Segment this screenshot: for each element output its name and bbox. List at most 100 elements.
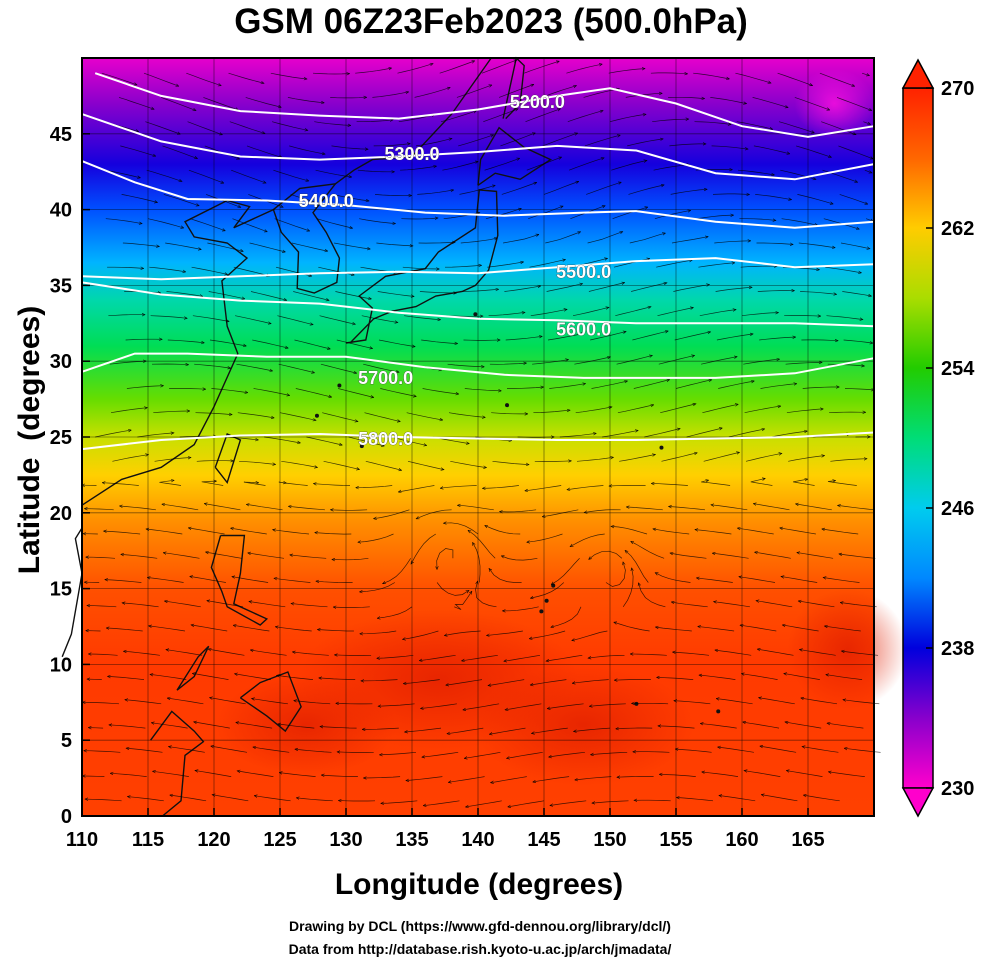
x-tick-label-130: 130: [329, 829, 362, 851]
streamline-86: [548, 703, 584, 709]
streamline-526: [356, 120, 393, 123]
streamline-548: [498, 85, 533, 98]
streamline-419: [487, 262, 523, 268]
streamline-311: [491, 413, 527, 414]
streamline-545: [372, 92, 408, 98]
streamline-176: [316, 581, 353, 582]
streamline-318: [786, 409, 823, 414]
streamline-534: [694, 121, 731, 125]
streamline-380: [361, 315, 398, 323]
streamline-237: [500, 509, 537, 512]
streamline-257: [525, 485, 562, 491]
streamline-417: [402, 266, 439, 269]
x-tick-label-145: 145: [527, 829, 560, 851]
streamline-112: [826, 675, 863, 680]
streamline-62: [320, 727, 357, 729]
streamline-388: [699, 310, 736, 317]
streamline-109: [699, 675, 736, 680]
streamline-355: [827, 363, 864, 366]
streamline-15: [719, 796, 756, 802]
streamline-374: [108, 315, 144, 316]
streamline-423: [656, 260, 692, 268]
warm-region-1: [473, 665, 694, 786]
x-tick-label-110: 110: [66, 829, 98, 851]
streamline-41: [253, 747, 290, 753]
streamline-498: [737, 169, 774, 175]
streamline-264: [827, 481, 857, 486]
streamline-567: [524, 61, 559, 74]
y-tick-label-35: 35: [50, 275, 72, 297]
streamline-391: [826, 315, 863, 320]
streamline-327: [422, 388, 459, 395]
streamline-197: [437, 548, 454, 570]
streamline-408: [800, 291, 836, 295]
streamline-114: [124, 651, 160, 656]
streamline-368: [632, 331, 668, 341]
streamline-507: [331, 145, 368, 149]
streamline-192: [206, 552, 242, 559]
streamline-204: [713, 553, 749, 559]
streamline-183: [625, 551, 649, 583]
streamline-162: [551, 606, 582, 627]
y-tick-label-0: 0: [61, 806, 72, 828]
streamline-269: [281, 460, 317, 467]
streamline-120: [377, 654, 414, 658]
streamline-152: [122, 603, 159, 608]
x-tick-label-135: 135: [395, 829, 428, 851]
streamline-440: [629, 233, 665, 244]
streamline-303: [153, 411, 189, 414]
credit-data: Data from http://database.rish.kyoto-u.a…: [288, 941, 672, 957]
streamline-123: [504, 654, 541, 661]
y-tick-label-15: 15: [50, 579, 72, 601]
streamline-424: [698, 263, 734, 268]
streamline-133: [107, 628, 143, 632]
streamline-173: [190, 576, 226, 583]
streamline-376: [192, 315, 229, 322]
x-tick-label-155: 155: [659, 829, 692, 851]
streamline-272: [407, 460, 444, 469]
streamline-306: [279, 412, 316, 421]
streamline-321: [169, 388, 205, 389]
streamline-254: [399, 485, 435, 492]
streamline-221: [611, 526, 648, 535]
x-tick-label-140: 140: [461, 829, 494, 851]
streamline-320: [126, 386, 163, 389]
x-tick-label-150: 150: [593, 829, 626, 851]
streamline-434: [376, 242, 412, 246]
streamline-39: [169, 747, 205, 753]
streamline-6: [339, 801, 376, 802]
streamline-60: [236, 722, 273, 729]
streamline-185: [697, 578, 733, 583]
streamline-530: [525, 109, 561, 123]
colorbar-max-triangle: [901, 58, 935, 89]
streamline-74: [827, 723, 864, 729]
streamline-499: [780, 169, 815, 179]
streamline-287: [264, 436, 300, 443]
x-tick-label-120: 120: [197, 829, 230, 851]
streamline-180: [489, 569, 522, 583]
streamline-433: [334, 242, 370, 249]
taiwan-coast: [214, 433, 242, 484]
y-tick-label-40: 40: [50, 200, 72, 222]
streamline-231: [247, 504, 283, 511]
streamline-280: [745, 453, 782, 462]
streamline-484: [146, 169, 182, 181]
borneo-coast: [150, 710, 205, 817]
contour-label-3: 5500.0: [556, 262, 611, 282]
streamline-470: [332, 194, 369, 201]
streamline-482: [839, 194, 868, 204]
streamline-410: [107, 267, 143, 268]
streamline-387: [657, 308, 694, 317]
streamline-137: [276, 627, 312, 632]
streamline-284: [137, 433, 173, 438]
streamline-365: [505, 336, 542, 341]
streamline-465: [121, 194, 158, 202]
streamline-283: [95, 430, 131, 438]
streamline-103: [446, 679, 483, 686]
streamline-326: [380, 388, 416, 397]
streamline-179: [473, 543, 481, 583]
colorbar-label-270: 270: [941, 78, 974, 100]
streamline-348: [532, 360, 568, 365]
streamline-389: [741, 313, 778, 317]
streamline-207: [839, 554, 876, 559]
